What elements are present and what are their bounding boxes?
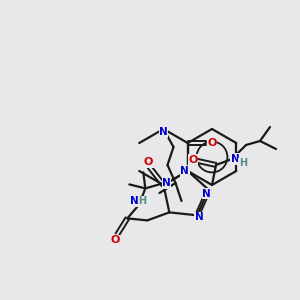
Text: N: N [180, 166, 189, 176]
Text: O: O [207, 138, 216, 148]
Text: O: O [188, 155, 198, 165]
Text: N: N [159, 127, 168, 137]
Text: N: N [162, 178, 171, 188]
Text: N: N [195, 212, 203, 222]
Text: N: N [231, 154, 239, 164]
Text: O: O [111, 236, 120, 245]
Text: H: H [239, 158, 247, 168]
Text: H: H [138, 196, 146, 206]
Text: N: N [130, 196, 139, 206]
Text: N: N [202, 189, 211, 199]
Text: O: O [144, 157, 153, 167]
